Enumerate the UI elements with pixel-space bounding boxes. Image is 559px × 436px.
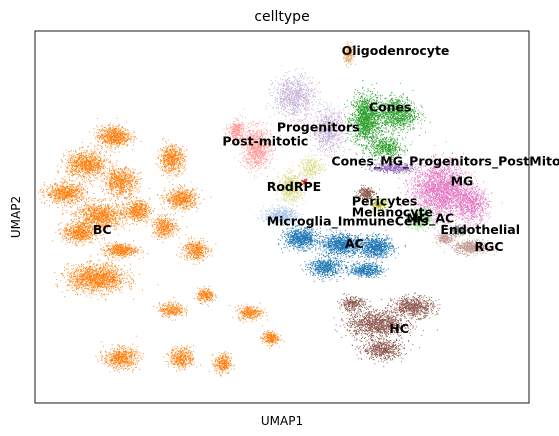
cluster-points-endothelial [443,223,470,238]
cluster-label-pericytes: Pericytes [352,193,418,208]
cluster-points-rpe [300,178,308,186]
cluster-points-progenitors [265,65,358,166]
cluster-points-hc [333,292,441,368]
cluster-points-microglia-immunecells [255,197,304,229]
cluster-points-post-mitotic [223,108,283,179]
cluster-label-progenitors: Progenitors [277,120,360,135]
cluster-label-hc: HC [389,321,409,336]
cluster-points-mg-ac [399,205,440,232]
scatter-points [38,40,503,377]
cluster-points-rgc [432,231,497,257]
cluster-points-rod [272,154,327,212]
cluster-label-bc: BC [93,222,112,237]
y-axis-label: UMAP2 [9,196,23,238]
cluster-label-mg-ac: MG_AC [406,210,454,226]
cluster-label-mg: MG [451,174,474,189]
cluster-label-endothelial: Endothelial [440,222,520,237]
cluster-points-cones [338,80,431,168]
cluster-label-cones-mg-progenitors-postmitotic: Cones_MG_Progenitors_PostMitotic [331,154,559,170]
chart-title: celltype [254,9,309,25]
cluster-label-melanocyte: Melanocyte [352,205,433,220]
cluster-label-ac: AC [345,236,364,251]
cluster-points-pericytes [354,184,380,204]
cluster-label-rpe: RPE [294,179,321,194]
cluster-points-ac [277,221,406,282]
cluster-label-oligodenrocyte: Oligodenrocyte [342,43,450,58]
x-axis-label: UMAP1 [261,414,303,428]
cluster-label-cones: Cones [369,100,412,115]
cluster-label-post-mitotic: Post-mitotic [222,134,308,149]
cluster-label-rod: Rod [267,179,294,194]
cluster-label-rgc: RGC [475,239,504,254]
cluster-points-cones-mg-progenitors-postmitotic [364,160,422,175]
cluster-points-mg [392,141,503,234]
cluster-points-bc [38,117,285,377]
plot-frame [34,30,530,404]
cluster-points-oligodenrocyte [339,40,356,68]
cluster-points-melanocyte [371,196,389,213]
cluster-labels: Oligodenrocyte Cones ProgenitorsPost-mitot… [93,43,559,336]
cluster-label-microglia-immunecells: Microglia_ImmuneCells [267,213,429,229]
